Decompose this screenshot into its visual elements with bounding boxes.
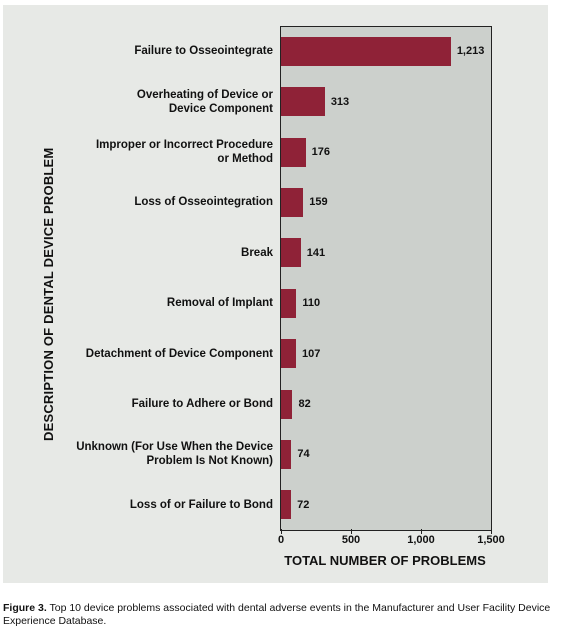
- x-tick-mark: [281, 529, 282, 534]
- category-label: Loss of Osseointegration: [134, 196, 273, 209]
- value-label: 159: [309, 196, 328, 209]
- value-label: 74: [297, 448, 310, 461]
- bar: [281, 187, 304, 217]
- caption-label: Figure 3.: [3, 602, 47, 614]
- category-label: Detachment of Device Component: [85, 347, 273, 360]
- x-tick-mark: [421, 529, 422, 534]
- y-axis-label: DESCRIPTION OF DENTAL DEVICE PROBLEM: [41, 147, 56, 441]
- bar: [281, 339, 296, 369]
- x-tick-label: 1,500: [477, 534, 505, 546]
- bar: [281, 87, 325, 117]
- bar: [281, 389, 293, 419]
- figure-caption: Figure 3. Top 10 device problems associa…: [3, 602, 558, 628]
- x-tick-label: 500: [341, 534, 361, 546]
- bar: [281, 137, 306, 167]
- category-label: Improper or Incorrect Procedure or Method: [95, 139, 273, 165]
- category-label: Loss of or Failure to Bond: [129, 498, 273, 511]
- x-tick-label: 1,000: [407, 534, 435, 546]
- value-label: 72: [297, 498, 310, 511]
- category-label: Unknown (For Use When the Device Problem …: [76, 441, 273, 468]
- x-tick-mark: [351, 529, 352, 534]
- category-label: Removal of Implant: [166, 297, 273, 310]
- value-label: 176: [311, 146, 330, 158]
- category-label: Failure to Osseointegrate: [134, 45, 273, 58]
- value-label: 110: [302, 297, 321, 310]
- category-label: Break: [241, 246, 273, 259]
- value-label: 107: [301, 347, 321, 360]
- bar: [281, 490, 292, 520]
- bar: [281, 288, 297, 318]
- x-tick-label: 0: [277, 534, 285, 546]
- value-label: 141: [306, 246, 326, 259]
- value-label: 1,213: [456, 45, 485, 58]
- bar: [281, 36, 451, 66]
- x-axis-label: TOTAL NUMBER OF PROBLEMS: [284, 553, 486, 568]
- caption-text: Top 10 device problems associated with d…: [3, 602, 551, 627]
- value-label: 313: [330, 95, 350, 108]
- category-label: Overheating of Device or Device Component: [136, 88, 273, 115]
- x-tick-mark: [491, 529, 492, 534]
- bar: [281, 439, 292, 469]
- bar: [281, 238, 301, 268]
- category-label: Failure to Adhere or Bond: [131, 398, 273, 410]
- value-label: 82: [298, 398, 311, 410]
